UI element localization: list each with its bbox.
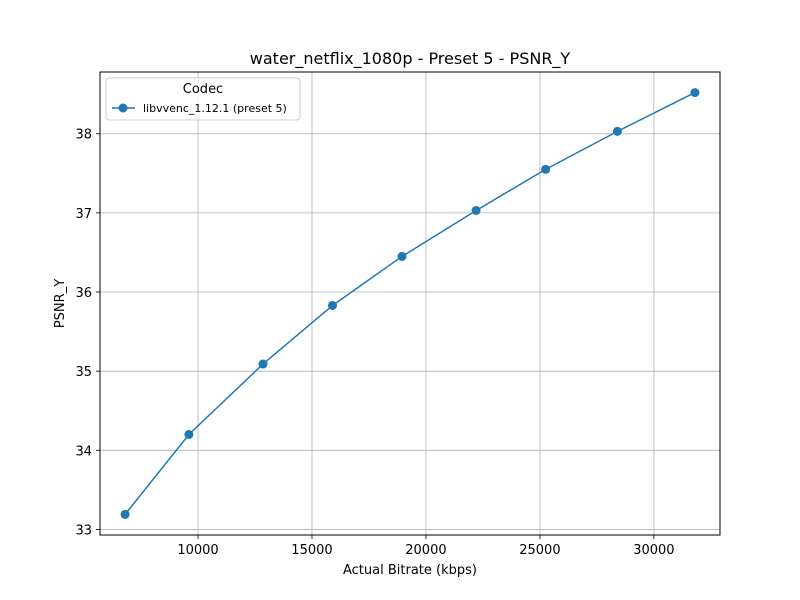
y-tick-label: 33 — [75, 523, 92, 538]
legend-series-label: libvvenc_1.12.1 (preset 5) — [143, 102, 287, 115]
series-line — [124, 91, 696, 515]
x-axis-label: Actual Bitrate (kbps) — [343, 563, 477, 578]
x-tick-label: 15000 — [291, 543, 332, 558]
x-tick-label: 10000 — [177, 543, 218, 558]
legend-title: Codec — [183, 82, 223, 97]
y-tick-label: 38 — [75, 128, 92, 143]
data-point — [690, 88, 700, 98]
data-point — [120, 509, 130, 519]
data-point — [397, 251, 407, 261]
legend-box — [105, 77, 301, 121]
data-point — [541, 164, 551, 174]
x-tick-label: 25000 — [519, 543, 560, 558]
y-tick-label: 35 — [75, 365, 92, 380]
series-layer — [120, 88, 700, 519]
y-tick-label: 37 — [75, 207, 92, 222]
grid — [100, 72, 720, 535]
y-tick-label: 36 — [75, 286, 92, 301]
y-tick-label: 34 — [75, 444, 92, 459]
x-tick-label: 30000 — [633, 543, 674, 558]
chart-title: water_netflix_1080p - Preset 5 - PSNR_Y — [250, 49, 571, 69]
data-point — [471, 206, 481, 216]
data-point — [612, 126, 622, 136]
data-point — [184, 429, 194, 439]
plot-frame — [99, 71, 721, 536]
legend-point-marker — [118, 103, 128, 113]
y-axis-label: PSNR_Y — [53, 279, 68, 328]
legend: Codec libvvenc_1.12.1 (preset 5) — [105, 77, 301, 121]
ticks: 10000 15000 20000 25000 30000 33 34 35 36 37 38 — [75, 128, 674, 558]
data-point — [258, 359, 268, 369]
x-tick-label: 20000 — [405, 543, 446, 558]
data-point — [328, 300, 337, 310]
